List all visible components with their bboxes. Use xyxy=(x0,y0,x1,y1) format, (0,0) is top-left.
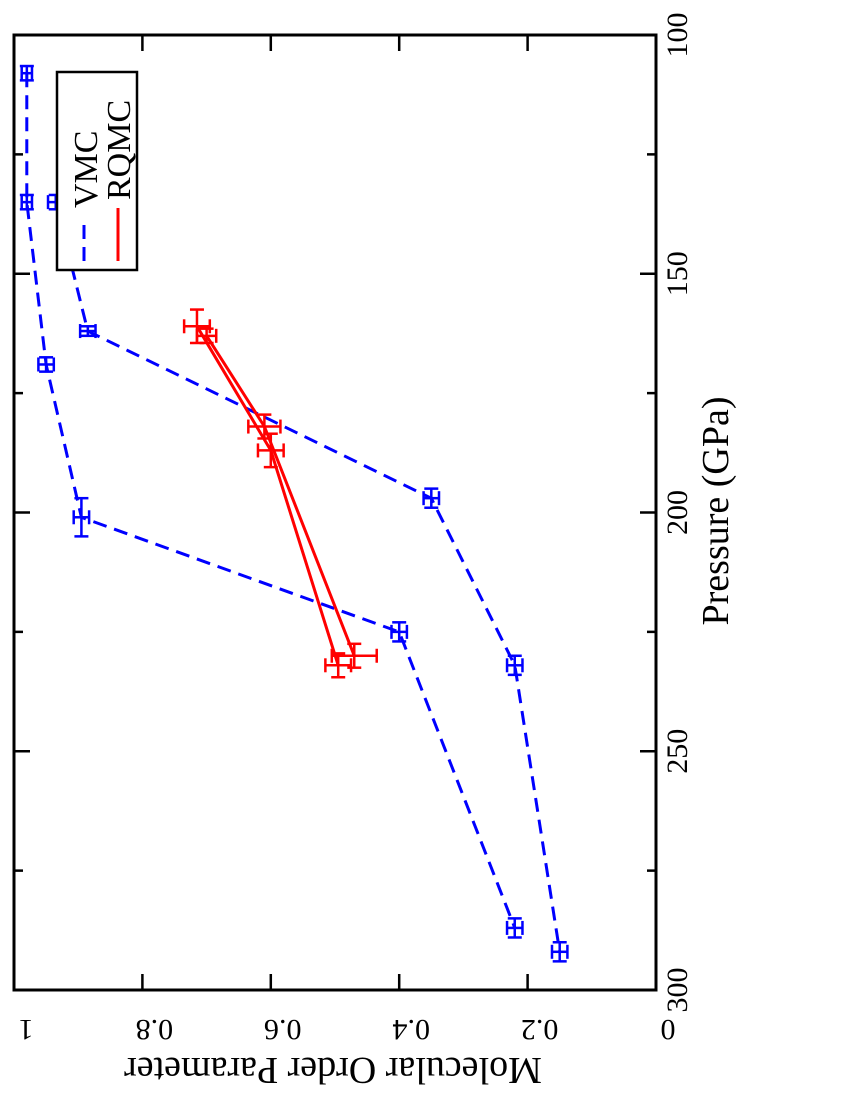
y-tick-label: 0.6 xyxy=(264,1013,302,1046)
axis-ticks xyxy=(12,33,658,992)
data-point-vmc xyxy=(37,356,56,373)
data-point-rqmc xyxy=(324,652,353,679)
legend: VMC RQMC xyxy=(55,70,139,272)
data-point-vmc xyxy=(390,621,409,643)
y-tick-label: 1 xyxy=(19,1013,34,1046)
data-point-vmc xyxy=(72,496,91,538)
x-tick-label: 300 xyxy=(661,968,694,1013)
legend-rqmc-label: RQMC xyxy=(101,100,138,200)
data-point-vmc xyxy=(78,324,97,339)
x-tick-label: 150 xyxy=(661,251,694,296)
data-point-vmc xyxy=(19,193,34,211)
x-tick-label: 200 xyxy=(661,490,694,535)
legend-box xyxy=(55,70,139,272)
x-tick-label: 100 xyxy=(661,13,694,58)
data-point-vmc xyxy=(550,941,569,963)
data-point-vmc xyxy=(19,64,34,82)
data-marks xyxy=(19,64,569,963)
y-tick-label: 0 xyxy=(661,1013,676,1046)
legend-vmc-label: VMC xyxy=(68,131,105,208)
data-point-rqmc xyxy=(195,327,218,345)
x-tick-label: 250 xyxy=(661,729,694,774)
y-tick-label: 0.8 xyxy=(136,1013,174,1046)
y-tick-label: 0.2 xyxy=(521,1013,559,1046)
data-point-rqmc xyxy=(247,413,282,440)
x-axis-title: Pressure (GPa) xyxy=(695,396,737,625)
data-point-vmc xyxy=(422,487,441,509)
y-tick-label: 0.4 xyxy=(392,1013,430,1046)
data-point-rqmc xyxy=(330,642,378,669)
data-point-rqmc xyxy=(256,432,285,469)
y-axis-title: Molecular Order Parameter xyxy=(124,1049,542,1091)
series-line-vmc xyxy=(25,73,517,929)
data-point-vmc xyxy=(505,917,524,939)
data-point-vmc xyxy=(505,654,524,677)
